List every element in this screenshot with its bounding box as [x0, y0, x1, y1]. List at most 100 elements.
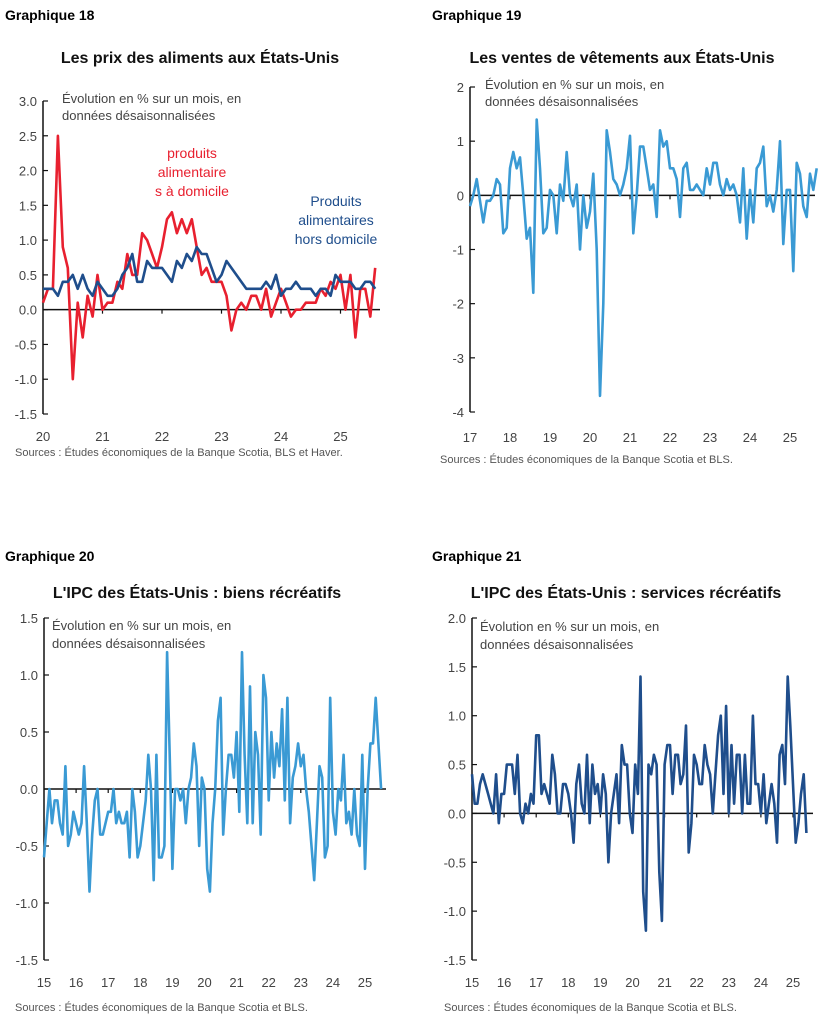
series-line-0	[468, 118, 818, 398]
y-tick-label: 0.0	[448, 806, 466, 821]
y-tick-label: 0.0	[19, 303, 37, 318]
chart-heading: Graphique 20	[5, 548, 95, 564]
y-tick-label: -1.5	[444, 953, 466, 968]
chart-title: Les ventes de vêtements aux États-Unis	[469, 48, 774, 67]
x-tick-label: 23	[703, 430, 717, 445]
series-line-1	[43, 245, 377, 298]
x-tick-label: 17	[101, 975, 115, 990]
x-tick-label: 20	[197, 975, 211, 990]
chart-graphique-20: Graphique 20 L'IPC des États-Unis : biens…	[5, 548, 386, 1014]
chart-title: Les prix des aliments aux États-Unis	[61, 48, 339, 67]
x-tick-label: 19	[543, 430, 557, 445]
x-tick-label: 24	[743, 430, 757, 445]
y-tick-label: -0.5	[16, 839, 38, 854]
y-tick-label: -1.0	[15, 372, 37, 387]
y-tick-label: 0.5	[20, 725, 38, 740]
series-line-0	[470, 675, 808, 932]
x-tick-label: 15	[465, 975, 479, 990]
x-tick-label: 15	[37, 975, 51, 990]
y-tick-label: -4	[452, 405, 464, 420]
chart-subtitle-line: Évolution en % sur un mois, en	[52, 618, 231, 633]
y-tick-label: 2.0	[19, 164, 37, 179]
chart-subtitle-line: données désaisonnalisées	[480, 637, 634, 652]
chart-subtitle-line: données désaisonnalisées	[62, 108, 216, 123]
x-tick-label: 20	[583, 430, 597, 445]
y-tick-label: -0.5	[15, 337, 37, 352]
y-tick-label: 1	[457, 134, 464, 149]
y-tick-label: -2	[452, 297, 464, 312]
x-tick-label: 16	[497, 975, 511, 990]
chart-subtitle-line: Évolution en % sur un mois, en	[480, 619, 659, 634]
x-tick-label: 22	[155, 429, 169, 444]
x-tick-label: 25	[358, 975, 372, 990]
x-tick-label: 23	[214, 429, 228, 444]
chart-source: Sources : Études économiques de la Banqu…	[444, 1001, 737, 1014]
chart-subtitle-line: Évolution en % sur un mois, en	[62, 91, 241, 106]
y-tick-label: -1	[452, 243, 464, 258]
x-tick-label: 20	[36, 429, 50, 444]
x-tick-label: 25	[786, 975, 800, 990]
x-tick-label: 24	[326, 975, 340, 990]
y-tick-label: 1.5	[448, 660, 466, 675]
x-tick-label: 24	[274, 429, 288, 444]
chart-source: Sources : Études économiques de la Banqu…	[15, 446, 343, 459]
x-tick-label: 18	[561, 975, 575, 990]
y-tick-label: -1.5	[16, 953, 38, 968]
y-tick-label: 1.5	[20, 611, 38, 626]
x-tick-label: 18	[133, 975, 147, 990]
y-tick-label: 3.0	[19, 94, 37, 109]
y-tick-label: 2	[457, 80, 464, 95]
y-tick-label: -3	[452, 351, 464, 366]
series-label: alimentaires	[298, 212, 373, 228]
x-tick-label: 17	[463, 430, 477, 445]
x-tick-label: 21	[623, 430, 637, 445]
chart-heading: Graphique 21	[432, 548, 522, 564]
series-label: hors domicile	[295, 231, 378, 247]
x-tick-label: 22	[663, 430, 677, 445]
chart-source: Sources : Études économiques de la Banqu…	[15, 1001, 308, 1014]
y-tick-label: 1.0	[20, 668, 38, 683]
chart-subtitle-line: Évolution en % sur un mois, en	[485, 77, 664, 92]
series-label: alimentaire	[158, 164, 227, 180]
x-tick-label: 21	[229, 975, 243, 990]
x-tick-label: 19	[165, 975, 179, 990]
y-tick-label: 1.0	[19, 233, 37, 248]
y-tick-label: -1.0	[16, 896, 38, 911]
x-tick-label: 23	[294, 975, 308, 990]
y-tick-label: 0.0	[20, 782, 38, 797]
chart-subtitle-line: données désaisonnalisées	[485, 94, 639, 109]
y-tick-label: 0.5	[19, 268, 37, 283]
x-tick-label: 16	[69, 975, 83, 990]
x-tick-label: 20	[625, 975, 639, 990]
y-tick-label: -1.5	[15, 407, 37, 422]
series-label: s à domicile	[155, 183, 229, 199]
chart-source: Sources : Études économiques de la Banqu…	[440, 453, 733, 466]
y-tick-label: 2.0	[448, 611, 466, 626]
series-label: produits	[167, 145, 217, 161]
chart-title: L'IPC des États-Unis : biens récréatifs	[53, 583, 341, 602]
x-tick-label: 17	[529, 975, 543, 990]
x-tick-label: 19	[593, 975, 607, 990]
chart-subtitle-line: données désaisonnalisées	[52, 636, 206, 651]
x-tick-label: 21	[657, 975, 671, 990]
x-tick-label: 21	[95, 429, 109, 444]
x-tick-label: 23	[722, 975, 736, 990]
chart-graphique-21: Graphique 21 L'IPC des États-Unis : servi…	[432, 548, 813, 1014]
y-tick-label: 1.5	[19, 198, 37, 213]
x-tick-label: 25	[783, 430, 797, 445]
x-tick-label: 24	[754, 975, 768, 990]
y-tick-label: 2.5	[19, 129, 37, 144]
chart-heading: Graphique 18	[5, 7, 95, 23]
x-tick-label: 25	[333, 429, 347, 444]
y-tick-label: -1.0	[444, 904, 466, 919]
chart-heading: Graphique 19	[432, 7, 522, 23]
chart-graphique-18: Graphique 18 Les prix des aliments aux Ét…	[5, 7, 380, 459]
series-label: Produits	[310, 193, 361, 209]
chart-graphique-19: Graphique 19 Les ventes de vêtements aux …	[432, 7, 818, 466]
y-tick-label: 0	[457, 188, 464, 203]
y-tick-label: 1.0	[448, 709, 466, 724]
x-tick-label: 22	[689, 975, 703, 990]
y-tick-label: -0.5	[444, 855, 466, 870]
chart-title: L'IPC des États-Unis : services récréati…	[471, 583, 782, 602]
